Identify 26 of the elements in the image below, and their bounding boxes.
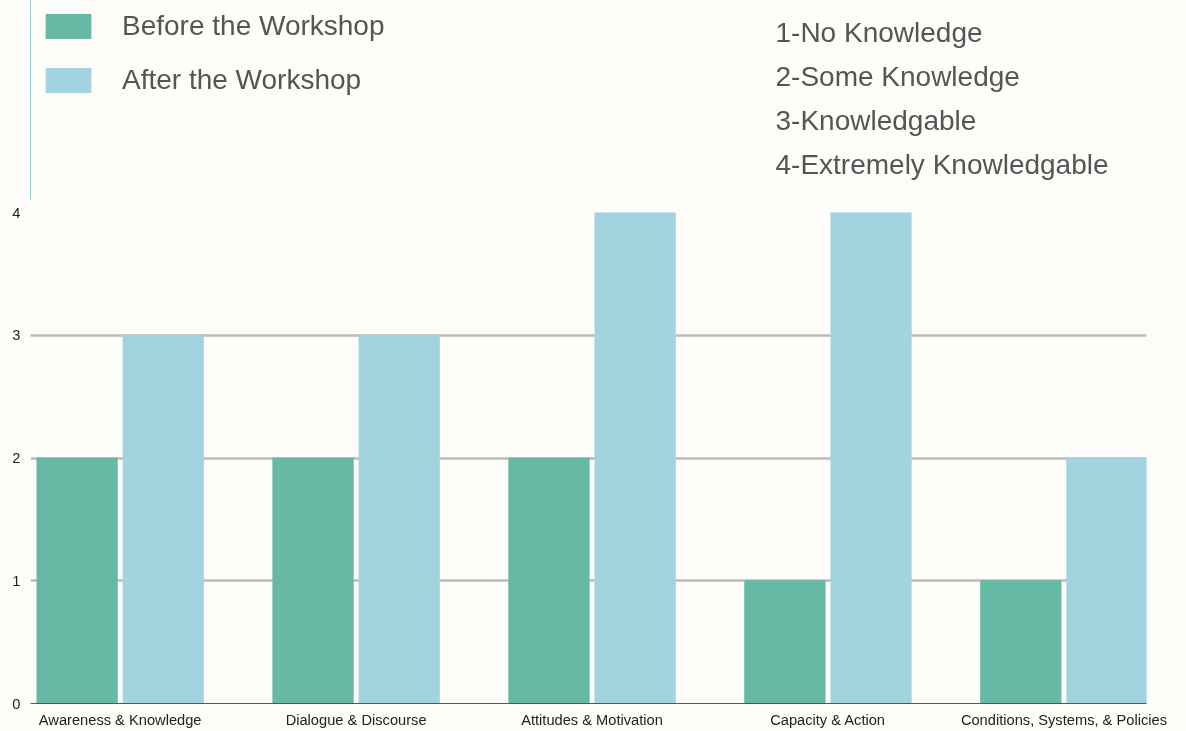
legend-label: Before the Workshop (122, 10, 385, 42)
bar (358, 334, 440, 704)
bar (744, 580, 826, 704)
y-tick-label: 1 (12, 572, 21, 589)
bar (594, 212, 676, 704)
x-tick-label: Attitudes & Motivation (521, 711, 663, 728)
bar (1066, 457, 1147, 704)
bar (36, 457, 118, 704)
text: 3-Knowledgable (775, 105, 977, 136)
bar (272, 457, 354, 704)
bar (830, 212, 912, 704)
bar (508, 457, 590, 704)
y-tick-label: 4 (12, 204, 21, 221)
legend-label: After the Workshop (122, 64, 362, 96)
x-tick-label: Conditions, Systems, & Policies (960, 711, 1167, 728)
text: 2-Some Knowledge (775, 61, 1020, 92)
y-tick-label: 3 (12, 327, 21, 344)
x-tick-label: Capacity & Action (770, 711, 886, 728)
x-tick-label: Dialogue & Discourse (285, 711, 427, 728)
text: 4-Extremely Knowledgable (775, 149, 1109, 180)
text: 1-No Knowledge (775, 17, 983, 48)
x-tick-label: Awareness & Knowledge (38, 711, 202, 728)
y-tick-label: 2 (12, 450, 21, 466)
y-tick-label: 0 (12, 695, 21, 712)
bar (122, 334, 204, 704)
bar (980, 580, 1062, 704)
